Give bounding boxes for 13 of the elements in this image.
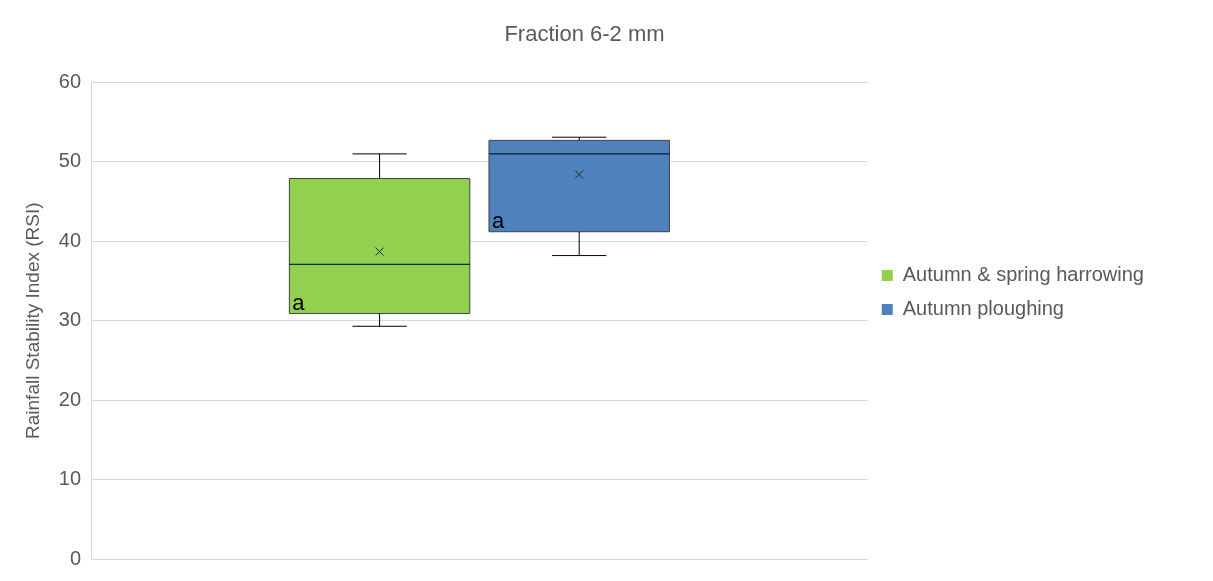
annotation: a [491, 207, 505, 233]
y-axis-title: Rainfall Stability Index (RSI) [21, 202, 43, 439]
y-tick-label: 30 [58, 308, 82, 331]
legend-label: Autumn & spring harrowing [902, 263, 1144, 286]
y-tick-label: 50 [58, 149, 82, 172]
y-tick-label: 0 [69, 546, 82, 569]
y-tick-label: 20 [58, 387, 82, 410]
y-tick-label: 10 [58, 467, 82, 490]
annotation: a [292, 289, 306, 315]
legend-label: Autumn ploughing [902, 297, 1064, 320]
y-tick-label: 60 [58, 69, 82, 92]
y-tick-label: 40 [58, 228, 82, 251]
chart-title: Fraction 6-2 mm [504, 21, 665, 47]
